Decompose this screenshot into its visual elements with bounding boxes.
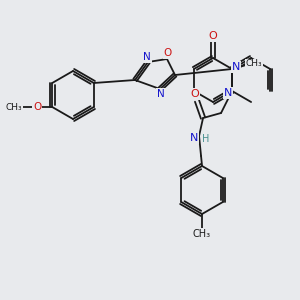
Text: O: O [33, 102, 41, 112]
Text: CH₃: CH₃ [246, 59, 262, 68]
Text: H: H [202, 134, 210, 144]
Text: N: N [190, 133, 198, 143]
Text: CH₃: CH₃ [6, 103, 22, 112]
Text: N: N [224, 88, 232, 98]
Text: N: N [232, 62, 240, 72]
Text: O: O [164, 48, 172, 58]
Text: O: O [191, 89, 200, 99]
Text: O: O [208, 31, 217, 41]
Text: N: N [143, 52, 151, 62]
Text: N: N [157, 89, 165, 99]
Text: CH₃: CH₃ [193, 229, 211, 239]
